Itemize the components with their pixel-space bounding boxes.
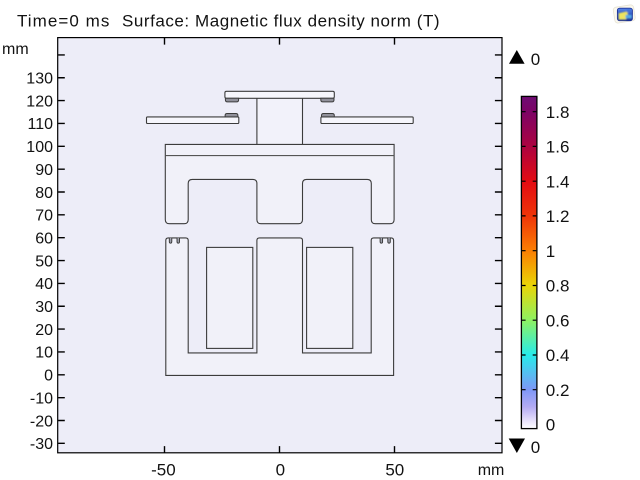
- svg-text:0: 0: [276, 460, 285, 479]
- svg-text:40: 40: [35, 276, 53, 293]
- svg-text:-50: -50: [151, 460, 176, 479]
- svg-text:0.2: 0.2: [546, 381, 570, 400]
- svg-text:mm: mm: [478, 462, 505, 479]
- svg-text:1.2: 1.2: [546, 207, 570, 226]
- svg-text:0.6: 0.6: [546, 311, 570, 330]
- svg-text:1: 1: [546, 242, 555, 261]
- svg-text:50: 50: [35, 253, 53, 270]
- svg-text:110: 110: [27, 116, 53, 133]
- svg-text:-30: -30: [30, 436, 53, 453]
- svg-text:Surface: Magnetic flux density: Surface: Magnetic flux density norm (T): [122, 12, 440, 31]
- svg-text:0.8: 0.8: [546, 277, 570, 296]
- svg-text:0.4: 0.4: [546, 346, 570, 365]
- svg-text:-20: -20: [30, 413, 53, 430]
- svg-text:120: 120: [26, 93, 53, 110]
- svg-text:100: 100: [26, 139, 53, 156]
- svg-text:0: 0: [531, 50, 540, 69]
- svg-text:Time=0 ms: Time=0 ms: [17, 12, 110, 31]
- svg-text:1.4: 1.4: [546, 172, 570, 191]
- svg-text:30: 30: [35, 299, 53, 316]
- svg-text:mm: mm: [2, 41, 29, 58]
- svg-text:20: 20: [35, 322, 53, 339]
- svg-text:50: 50: [385, 460, 404, 479]
- svg-text:90: 90: [35, 162, 53, 179]
- svg-text:0: 0: [44, 368, 53, 385]
- svg-text:1.6: 1.6: [546, 138, 570, 157]
- svg-text:130: 130: [26, 71, 53, 88]
- svg-text:1.8: 1.8: [546, 103, 570, 122]
- svg-text:80: 80: [35, 185, 53, 202]
- svg-text:10: 10: [35, 345, 53, 362]
- svg-text:60: 60: [35, 230, 53, 247]
- svg-text:0: 0: [531, 438, 540, 457]
- svg-text:0: 0: [546, 416, 555, 435]
- svg-text:70: 70: [35, 208, 53, 225]
- svg-text:-10: -10: [30, 390, 53, 407]
